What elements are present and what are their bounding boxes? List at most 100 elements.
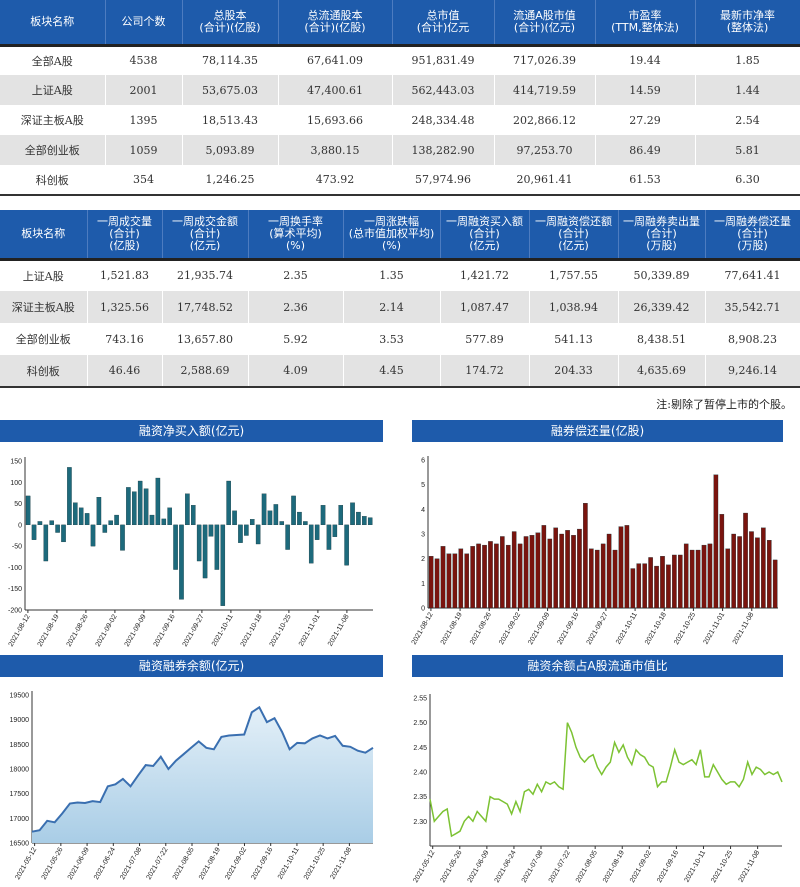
bar [214, 524, 220, 570]
table-cell: 743.16 [87, 323, 163, 355]
y-tick-label: 0 [18, 522, 22, 529]
table-cell: 1,038.94 [529, 291, 619, 323]
bar [630, 568, 636, 609]
column-header: 市盈率 (TTM,整体法) [595, 0, 696, 45]
table-cell: 86.49 [595, 135, 696, 165]
bar [606, 533, 612, 609]
y-tick-label: 1 [421, 581, 425, 588]
y-tick-label: 18000 [10, 767, 30, 774]
y-tick-label: 3 [421, 532, 425, 539]
table-cell: 20,961.41 [494, 165, 596, 195]
bar [332, 524, 338, 537]
bar [220, 524, 226, 606]
table-cell: 2.35 [248, 259, 344, 291]
table-cell: 4538 [105, 45, 183, 75]
x-tick-label: 2021-06-24 [494, 849, 518, 884]
x-tick-label: 2021-08-26 [66, 613, 90, 648]
column-header-line: (合计) [646, 226, 677, 240]
column-header: 板块名称 [0, 0, 106, 45]
column-header-line: (亿元) [189, 238, 221, 252]
bar [642, 563, 647, 609]
column-header: 公司个数 [105, 0, 183, 45]
y-tick-label: -200 [8, 608, 22, 615]
table-cell: 541.13 [529, 323, 619, 355]
market-overview-table: 板块名称 公司个数 总股本 (合计)(亿股) 总流通股本 (合计)(亿股) 总市值 (合计)亿… [0, 0, 800, 196]
bar [173, 524, 178, 570]
y-tick-label: 6 [421, 458, 425, 465]
table-cell: 13,657.80 [162, 323, 249, 355]
y-tick-label: 2.40 [413, 770, 427, 777]
bar [185, 493, 190, 526]
column-header-line: (%) [285, 238, 306, 252]
bar [25, 495, 31, 526]
bar [350, 502, 355, 526]
bar [344, 524, 349, 566]
bar [707, 543, 713, 609]
column-header: 一周融券偿还量 (合计) (万股) [705, 210, 800, 259]
bar [719, 514, 725, 609]
bar [731, 533, 736, 609]
bar [320, 505, 326, 526]
bar [440, 546, 446, 609]
column-header-line: 一周成交金额 [172, 214, 238, 228]
table-row: 科创板 46.46 2,588.69 4.09 4.45 174.72 204.33 4,63… [0, 355, 800, 387]
bar [308, 524, 314, 564]
table-cell: 1059 [105, 135, 183, 165]
column-header-line: (亿股) [109, 238, 140, 252]
bar [55, 524, 60, 533]
x-tick-label: 2021-08-19 [602, 849, 626, 884]
table-cell: 97,253.70 [494, 135, 596, 165]
bar [464, 553, 470, 609]
column-header-line: (合计)亿元 [416, 20, 470, 34]
series-line [429, 722, 783, 838]
column-header: 总流通股本 (合计)(亿股) [278, 0, 393, 45]
table-cell: 2001 [105, 75, 183, 105]
column-header-line: (合计) [737, 226, 768, 240]
chart-title-net-financing: 融资净买入额(亿元) [0, 420, 383, 442]
x-tick-label: 2021-07-22 [548, 849, 572, 884]
column-header-line: 一周融资偿还额 [535, 214, 612, 228]
table-cell: 61.53 [595, 165, 696, 195]
table-header-row: 板块名称 公司个数 总股本 (合计)(亿股) 总流通股本 (合计)(亿股) 总市值 (合计)亿… [0, 0, 800, 45]
table-cell: 473.92 [278, 165, 393, 195]
bar [108, 520, 113, 526]
bar [589, 548, 594, 609]
bar [297, 511, 302, 526]
bar [505, 544, 511, 609]
table-cell: 15,693.66 [278, 105, 393, 135]
bar [689, 549, 695, 609]
bar [126, 487, 131, 526]
table-cell: 1.44 [695, 75, 800, 105]
column-header-line: 一周换手率 [268, 214, 323, 228]
column-header: 一周成交金额 (合计) (亿元) [162, 210, 249, 259]
row-label: 科创板 [0, 165, 106, 195]
table-row: 全部创业板 1059 5,093.89 3,880.15 138,282.90 97,25… [0, 135, 800, 165]
bar [636, 563, 642, 609]
bar [137, 480, 143, 526]
table-cell: 4.09 [248, 355, 344, 387]
table-cell: 8,438.51 [618, 323, 706, 355]
table-row: 深证主板A股 1,325.56 17,748.52 2.36 2.14 1,087.47 1… [0, 291, 800, 323]
table-cell: 27.29 [595, 105, 696, 135]
bar [500, 536, 505, 609]
x-tick-label: 2021-10-11 [683, 849, 707, 883]
column-header-line: 一周融券卖出量 [623, 214, 700, 228]
table-cell: 1,325.56 [87, 291, 163, 323]
table-cell: 1.35 [343, 259, 441, 291]
table-cell: 5.81 [695, 135, 800, 165]
bar [612, 549, 618, 609]
bar [772, 559, 778, 609]
table-cell: 248,334.48 [392, 105, 495, 135]
bar [565, 530, 570, 609]
row-label: 全部创业板 [0, 323, 88, 355]
x-tick-label: 2021-09-16 [557, 611, 581, 646]
x-tick-label: 2021-08-12 [411, 611, 435, 646]
table-cell: 6.30 [695, 165, 800, 195]
y-tick-label: 150 [10, 459, 22, 466]
x-tick-label: 2021-10-11 [211, 613, 235, 647]
y-tick-label: 18500 [10, 742, 30, 749]
x-tick-label: 2021-09-16 [250, 846, 274, 881]
x-tick-label: 2021-07-08 [521, 849, 545, 884]
y-tick-label: 2 [421, 556, 425, 563]
